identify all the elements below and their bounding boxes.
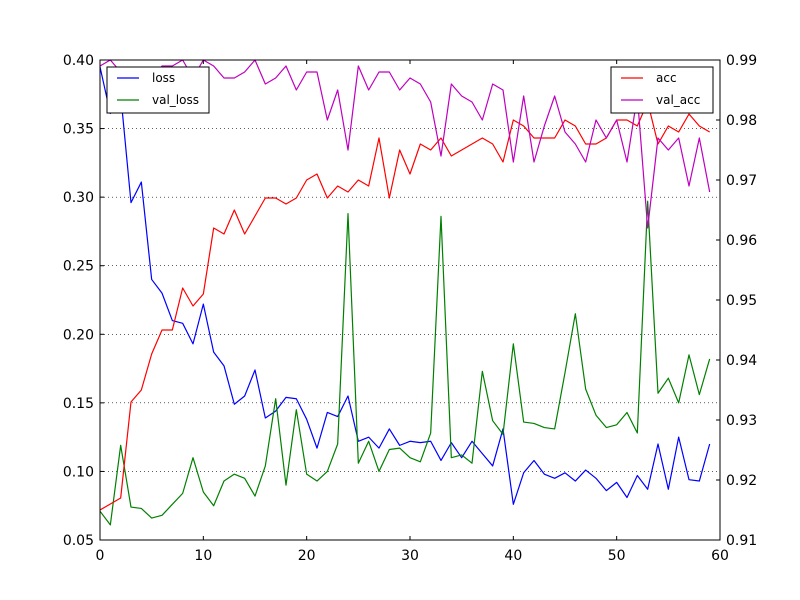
y-left-tick-label-2: 0.15 xyxy=(63,396,94,412)
legend-right-box xyxy=(610,66,714,114)
legend-left-box xyxy=(106,66,210,114)
y-right-tick-label-1: 0.92 xyxy=(726,473,757,489)
y-right-tick-label-2: 0.93 xyxy=(726,413,757,429)
legend-label-loss: loss xyxy=(152,71,175,85)
y-right-tick-label-6: 0.97 xyxy=(726,173,757,189)
y-left-tick-label-1: 0.10 xyxy=(63,464,94,480)
y-left-tick-label-3: 0.20 xyxy=(63,327,94,343)
legend-label-acc: acc xyxy=(656,71,677,85)
y-left-tick-label-4: 0.25 xyxy=(63,259,94,275)
y-left-tick-label-6: 0.35 xyxy=(63,122,94,138)
x-tick-label-3: 30 xyxy=(401,548,419,564)
x-tick-label-1: 10 xyxy=(194,548,212,564)
y-right-tick-label-5: 0.96 xyxy=(726,233,757,249)
series-line-val-loss xyxy=(99,200,711,526)
legend-label-val-acc: val_acc xyxy=(656,93,700,107)
x-tick-label-2: 20 xyxy=(298,548,316,564)
y-right-tick-label-8: 0.99 xyxy=(726,53,757,69)
x-tick-label-4: 40 xyxy=(504,548,522,564)
y-left-tick-label-0: 0.05 xyxy=(63,533,94,549)
grid xyxy=(100,128,720,472)
series-lines xyxy=(99,59,711,526)
y-right-tick-label-3: 0.94 xyxy=(726,353,757,369)
y-right-tick-label-4: 0.95 xyxy=(726,293,757,309)
y-right-tick-label-7: 0.98 xyxy=(726,113,757,129)
legend-label-val-loss: val_loss xyxy=(152,93,199,107)
series-line-val-acc xyxy=(99,59,711,229)
y-left-tick-label-5: 0.30 xyxy=(63,190,94,206)
x-tick-label-6: 60 xyxy=(711,548,729,564)
y-left-tick-label-7: 0.40 xyxy=(63,53,94,69)
x-tick-label-0: 0 xyxy=(96,548,105,564)
legend-left: loss val_loss xyxy=(106,66,210,114)
y-right-tick-label-0: 0.91 xyxy=(726,533,757,549)
series-line-loss xyxy=(99,66,711,505)
axes: 0 10 20 30 40 50 60 0.05 0.10 0.15 0.20 0.25 0.30 0.3… xyxy=(63,53,757,564)
x-tick-label-5: 50 xyxy=(608,548,626,564)
legend-right: acc val_acc xyxy=(610,66,714,114)
